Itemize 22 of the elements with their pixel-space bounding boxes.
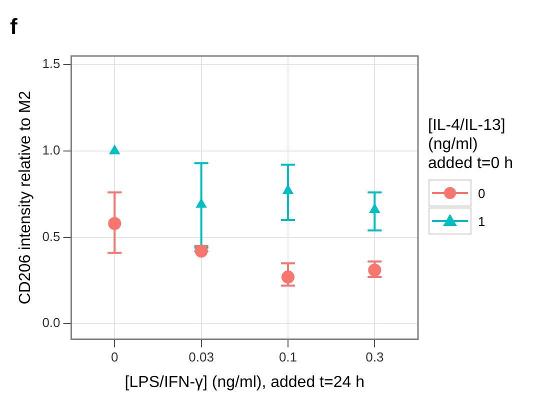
y-tick-label: 1.0 [42, 142, 60, 158]
legend-title: [IL-4/IL-13] (ng/ml) added t=0 h [428, 116, 514, 173]
legend-label: 0 [478, 186, 486, 200]
y-tick-label: 0.5 [42, 228, 60, 244]
point [194, 244, 208, 258]
x-tick-label: 0.03 [188, 350, 214, 365]
x-tick-label: 0.1 [278, 350, 298, 365]
y-tick-label: 0.0 [42, 315, 60, 330]
point [108, 217, 122, 230]
x-tick-label: 0 [110, 350, 118, 365]
point [108, 144, 120, 154]
y-tick-label: 1.5 [42, 56, 60, 72]
legend-label: 1 [478, 214, 486, 228]
x-axis-title: [LPS/IFN-γ] (ng/ml), added t=24 h [124, 374, 364, 391]
chart-title: f [10, 14, 18, 40]
point [282, 184, 294, 194]
x-tick-label: 0.3 [366, 350, 384, 365]
y-axis-title: CD206 intensity relative to M2 [17, 90, 34, 304]
point [368, 264, 382, 277]
point [369, 203, 380, 213]
point [281, 270, 294, 284]
point [196, 198, 207, 208]
